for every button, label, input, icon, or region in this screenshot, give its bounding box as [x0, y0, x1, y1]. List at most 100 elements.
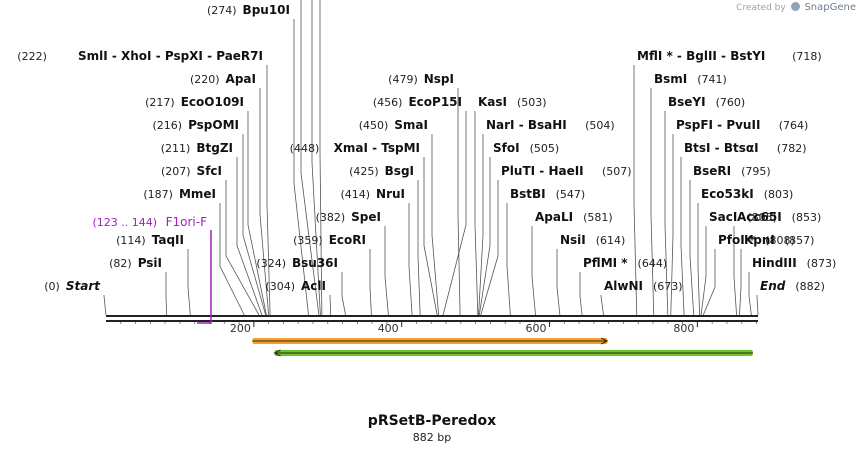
- site-name[interactable]: XmaI - TspMI: [334, 141, 420, 155]
- site-taqii[interactable]: TaqII (114): [116, 233, 184, 247]
- site-bsu36i[interactable]: Bsu36I (324): [256, 256, 338, 270]
- site-name[interactable]: MflI * - BglII - BstYI: [637, 49, 765, 63]
- site-name[interactable]: Bsu36I: [292, 256, 338, 270]
- site-kasi[interactable]: KasI (503): [478, 95, 547, 109]
- site-name[interactable]: EcoO109I: [181, 95, 244, 109]
- feature-bar-green[interactable]: [273, 349, 753, 357]
- site-name[interactable]: BseRI: [693, 164, 731, 178]
- site-acc65i[interactable]: Acc65I (853): [737, 210, 821, 224]
- site-leader-line: [300, 0, 320, 316]
- site-bseyi[interactable]: BseYI (760): [668, 95, 745, 109]
- site-pspfi-pvuii[interactable]: PspFI - PvuII (764): [676, 118, 808, 132]
- site-sfoi[interactable]: SfoI (505): [493, 141, 559, 155]
- site-name[interactable]: BtsI - BtsαI: [684, 141, 759, 155]
- site-spei[interactable]: SpeI (382): [316, 210, 381, 224]
- site-bseri[interactable]: BseRI (795): [693, 164, 771, 178]
- site-acli[interactable]: AclI (304): [265, 279, 326, 293]
- site-name[interactable]: SpeI: [351, 210, 381, 224]
- site-position: (853): [792, 211, 822, 224]
- site-smai[interactable]: SmaI (450): [359, 118, 428, 132]
- site-hindiii[interactable]: HindIII (873): [752, 256, 836, 270]
- credit-text: Created by SnapGene: [736, 2, 856, 13]
- site-name[interactable]: SfoI: [493, 141, 520, 155]
- ruler-tick-label: 400: [378, 322, 399, 335]
- site-name[interactable]: ApaI: [226, 72, 256, 86]
- site-apai[interactable]: ApaI (220): [190, 72, 256, 86]
- site-name[interactable]: KpnI: [744, 233, 775, 247]
- site-position: (581): [583, 211, 613, 224]
- credit-brand: SnapGene: [804, 2, 856, 13]
- site-name[interactable]: SmaI: [394, 118, 428, 132]
- site-start[interactable]: Start (0): [44, 279, 101, 293]
- feature-bar-orange[interactable]: [252, 337, 609, 345]
- site-name[interactable]: NarI - BsaHI: [486, 118, 567, 132]
- site-name[interactable]: HindIII: [752, 256, 797, 270]
- site-name[interactable]: NspI: [424, 72, 454, 86]
- site-bpu10i[interactable]: Bpu10I (274): [207, 3, 290, 17]
- site-leader-line: [384, 226, 389, 316]
- site-nari-bsahi[interactable]: NarI - BsaHI (504): [486, 118, 615, 132]
- site-bsmi[interactable]: BsmI (741): [654, 72, 727, 86]
- site-leader-line: [697, 203, 701, 316]
- site-name[interactable]: PspFI - PvuII: [676, 118, 760, 132]
- site-end[interactable]: End (882): [760, 279, 825, 293]
- site-name[interactable]: MmeI: [179, 187, 216, 201]
- site-name[interactable]: EcoP15I: [408, 95, 462, 109]
- site-name[interactable]: EcoRI: [329, 233, 366, 247]
- site-name[interactable]: SfcI: [197, 164, 222, 178]
- site-saci[interactable]: SacI (805): [709, 210, 777, 224]
- site-name[interactable]: KasI: [478, 95, 507, 109]
- feature-primer-f1ori-f[interactable]: F1ori-F (123 .. 144): [92, 215, 212, 324]
- site-name[interactable]: BsgI: [385, 164, 414, 178]
- site-pfoi[interactable]: PfoI * (808): [718, 233, 795, 247]
- site-apali[interactable]: ApaLI (581): [535, 210, 613, 224]
- site-name[interactable]: BstBI: [510, 187, 546, 201]
- site-name[interactable]: NsiI: [560, 233, 586, 247]
- site-name[interactable]: PfoI *: [718, 233, 756, 247]
- site-name[interactable]: PluTI - HaeII: [501, 164, 584, 178]
- site-name[interactable]: ApaLI: [535, 210, 573, 224]
- site-name[interactable]: SmlI - XhoI - PspXI - PaeR7I: [78, 49, 263, 63]
- site-name[interactable]: BtgZI: [196, 141, 233, 155]
- site-nspi[interactable]: NspI (479): [388, 72, 454, 86]
- site-ecori[interactable]: EcoRI (359): [293, 233, 366, 247]
- site-name[interactable]: PflMI *: [583, 256, 628, 270]
- site-sfci[interactable]: SfcI (207): [161, 164, 222, 178]
- site-name[interactable]: AclI: [301, 279, 326, 293]
- site-name[interactable]: Acc65I: [737, 210, 782, 224]
- site-name[interactable]: AlwNI: [604, 279, 643, 293]
- site-btgzi[interactable]: BtgZI (211): [161, 141, 233, 155]
- site-nsii[interactable]: NsiI (614): [560, 233, 625, 247]
- site-btsi-bts-i[interactable]: BtsI - BtsαI (782): [684, 141, 807, 155]
- site-mmei[interactable]: MmeI (187): [143, 187, 216, 201]
- site-name[interactable]: Start: [66, 279, 101, 293]
- site-name[interactable]: NruI: [376, 187, 405, 201]
- site-eco53ki[interactable]: Eco53kI (803): [701, 187, 793, 201]
- site-pflmi[interactable]: PflMI * (644): [583, 256, 667, 270]
- site-name[interactable]: BsmI: [654, 72, 687, 86]
- site-bstbi[interactable]: BstBI (547): [510, 187, 585, 201]
- site-name[interactable]: TaqII: [152, 233, 184, 247]
- site-alwni[interactable]: AlwNI (673): [604, 279, 683, 293]
- site-name[interactable]: BseYI: [668, 95, 706, 109]
- site-leader-line: [442, 111, 467, 316]
- site-name[interactable]: SacI: [709, 210, 737, 224]
- site-pspomi[interactable]: PspOMI (216): [152, 118, 239, 132]
- site-xmai-tspmi[interactable]: XmaI - TspMI (448): [290, 141, 420, 155]
- site-mfli-bglii-bstyi[interactable]: MflI * - BglII - BstYI (718): [637, 49, 822, 63]
- site-name[interactable]: End: [760, 279, 786, 293]
- site-bsgi[interactable]: BsgI (425): [349, 164, 414, 178]
- site-smli-xhoi-pspxi-paer7i[interactable]: SmlI - XhoI - PspXI - PaeR7I (222): [17, 49, 263, 63]
- site-name[interactable]: Eco53kI: [701, 187, 754, 201]
- site-name[interactable]: PspOMI: [188, 118, 239, 132]
- site-ecoo109i[interactable]: EcoO109I (217): [145, 95, 244, 109]
- site-kpni[interactable]: KpnI (857): [744, 233, 814, 247]
- site-name[interactable]: Bpu10I: [243, 3, 290, 17]
- site-name[interactable]: PsiI: [138, 256, 162, 270]
- site-psii[interactable]: PsiI (82): [109, 256, 162, 270]
- site-pluti-haeii[interactable]: PluTI - HaeII (507): [501, 164, 632, 178]
- primer-name[interactable]: F1ori-F: [166, 215, 207, 229]
- site-ecop15i[interactable]: EcoP15I (456): [373, 95, 462, 109]
- site-nrui[interactable]: NruI (414): [340, 187, 405, 201]
